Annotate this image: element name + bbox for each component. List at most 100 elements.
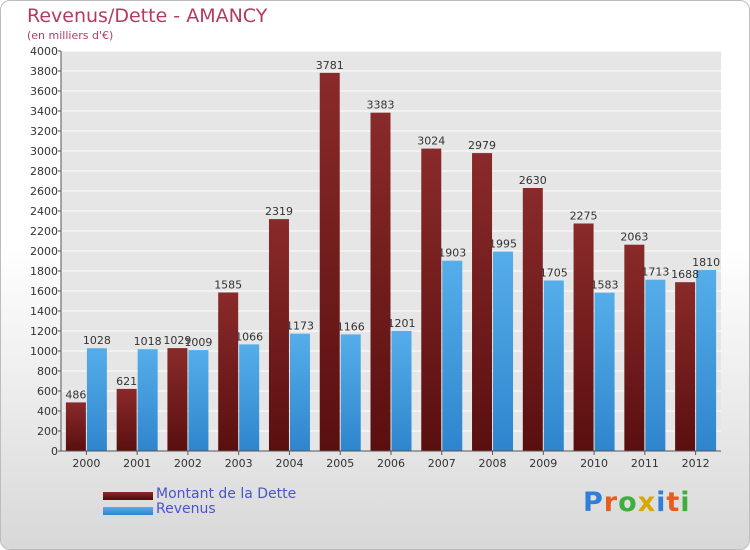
bar-dette [522,188,543,451]
bar-revenus [137,349,158,451]
y-tick-label: 2000 [30,245,58,258]
bar-dette [116,388,137,451]
y-tick-label: 1000 [30,345,58,358]
proxiti-logo: Proxiti [583,487,691,518]
data-label: 1018 [134,335,162,348]
bar-dette [624,244,645,451]
logo-letter: o [618,487,638,518]
data-label: 1810 [692,256,720,269]
data-label: 1903 [438,247,466,260]
data-label: 1995 [489,238,517,251]
x-tick-label: 2000 [72,457,100,470]
x-tick-label: 2009 [529,457,557,470]
y-tick-label: 1600 [30,285,58,298]
bar-dette [218,292,239,451]
data-label: 1688 [671,268,699,281]
data-label: 1009 [184,336,212,349]
x-tick-label: 2003 [225,457,253,470]
bar-revenus [289,333,310,451]
bar-revenus [340,334,361,451]
data-label: 1173 [286,320,314,333]
data-label: 1066 [235,330,263,343]
bar-dette [65,402,86,451]
y-tick-label: 1800 [30,265,58,278]
x-tick-label: 2002 [174,457,202,470]
data-label: 2630 [519,174,547,187]
x-tick-label: 2008 [479,457,507,470]
data-label: 3781 [316,59,344,72]
bar-revenus [391,330,412,451]
x-tick-label: 2006 [377,457,405,470]
data-label: 2319 [265,205,293,218]
y-tick-label: 0 [51,445,58,458]
y-tick-label: 800 [37,365,58,378]
logo-letter: P [583,487,604,518]
y-tick-label: 3200 [30,125,58,138]
data-label: 486 [65,388,86,401]
legend-swatch-revenus [103,507,153,515]
y-tick-label: 3400 [30,105,58,118]
bar-revenus [188,350,209,451]
y-tick-label: 2800 [30,165,58,178]
bar-revenus [239,344,260,451]
logo-letter: i [680,487,691,518]
bar-dette [573,223,594,451]
x-tick-label: 2001 [123,457,151,470]
bar-dette [472,153,493,451]
bar-revenus [493,251,514,451]
y-tick-label: 3600 [30,85,58,98]
y-tick-label: 2600 [30,185,58,198]
x-tick-label: 2011 [631,457,659,470]
bar-revenus [543,280,564,451]
y-tick-label: 2400 [30,205,58,218]
bar-dette [675,282,696,451]
data-label: 2063 [620,231,648,244]
logo-letter: r [603,487,619,518]
logo-letter: t [666,487,681,518]
y-tick-label: 400 [37,405,58,418]
y-tick-label: 4000 [30,45,58,58]
bar-revenus [442,260,463,451]
data-label: 621 [116,375,137,388]
legend-label-revenus: Revenus [156,501,216,517]
bar-dette [319,72,340,452]
x-tick-label: 2010 [580,457,608,470]
data-label: 1201 [388,317,416,330]
data-label: 3383 [367,99,395,112]
data-label: 1029 [163,334,191,347]
legend-label-dette: Montant de la Dette [156,486,297,502]
y-tick-label: 1400 [30,305,58,318]
data-label: 3024 [417,135,445,148]
bar-dette [268,219,289,451]
x-tick-label: 2005 [326,457,354,470]
data-label: 1583 [591,279,619,292]
bar-revenus [86,348,107,451]
x-tick-label: 2004 [275,457,303,470]
logo-letter: x [637,487,657,518]
y-tick-label: 2200 [30,225,58,238]
chart-title: Revenus/Dette - AMANCY [27,5,268,27]
bar-dette [167,348,188,451]
y-tick-label: 200 [37,425,58,438]
y-tick-label: 1200 [30,325,58,338]
x-tick-label: 2007 [428,457,456,470]
y-tick-label: 3000 [30,145,58,158]
bar-revenus [594,292,615,451]
y-tick-label: 600 [37,385,58,398]
data-label: 1705 [540,267,568,280]
x-tick-label: 2012 [682,457,710,470]
data-label: 1166 [337,320,365,333]
data-label: 1028 [83,334,111,347]
data-label: 2979 [468,139,496,152]
logo-letter: i [656,487,667,518]
bar-revenus [696,270,717,451]
bar-dette [370,112,391,451]
bar-revenus [645,279,666,451]
y-tick-label: 3800 [30,65,58,78]
data-label: 1713 [641,266,669,279]
data-label: 1585 [214,279,242,292]
legend-swatch-dette [103,492,153,500]
chart-subtitle: (en milliers d'€) [27,29,114,42]
